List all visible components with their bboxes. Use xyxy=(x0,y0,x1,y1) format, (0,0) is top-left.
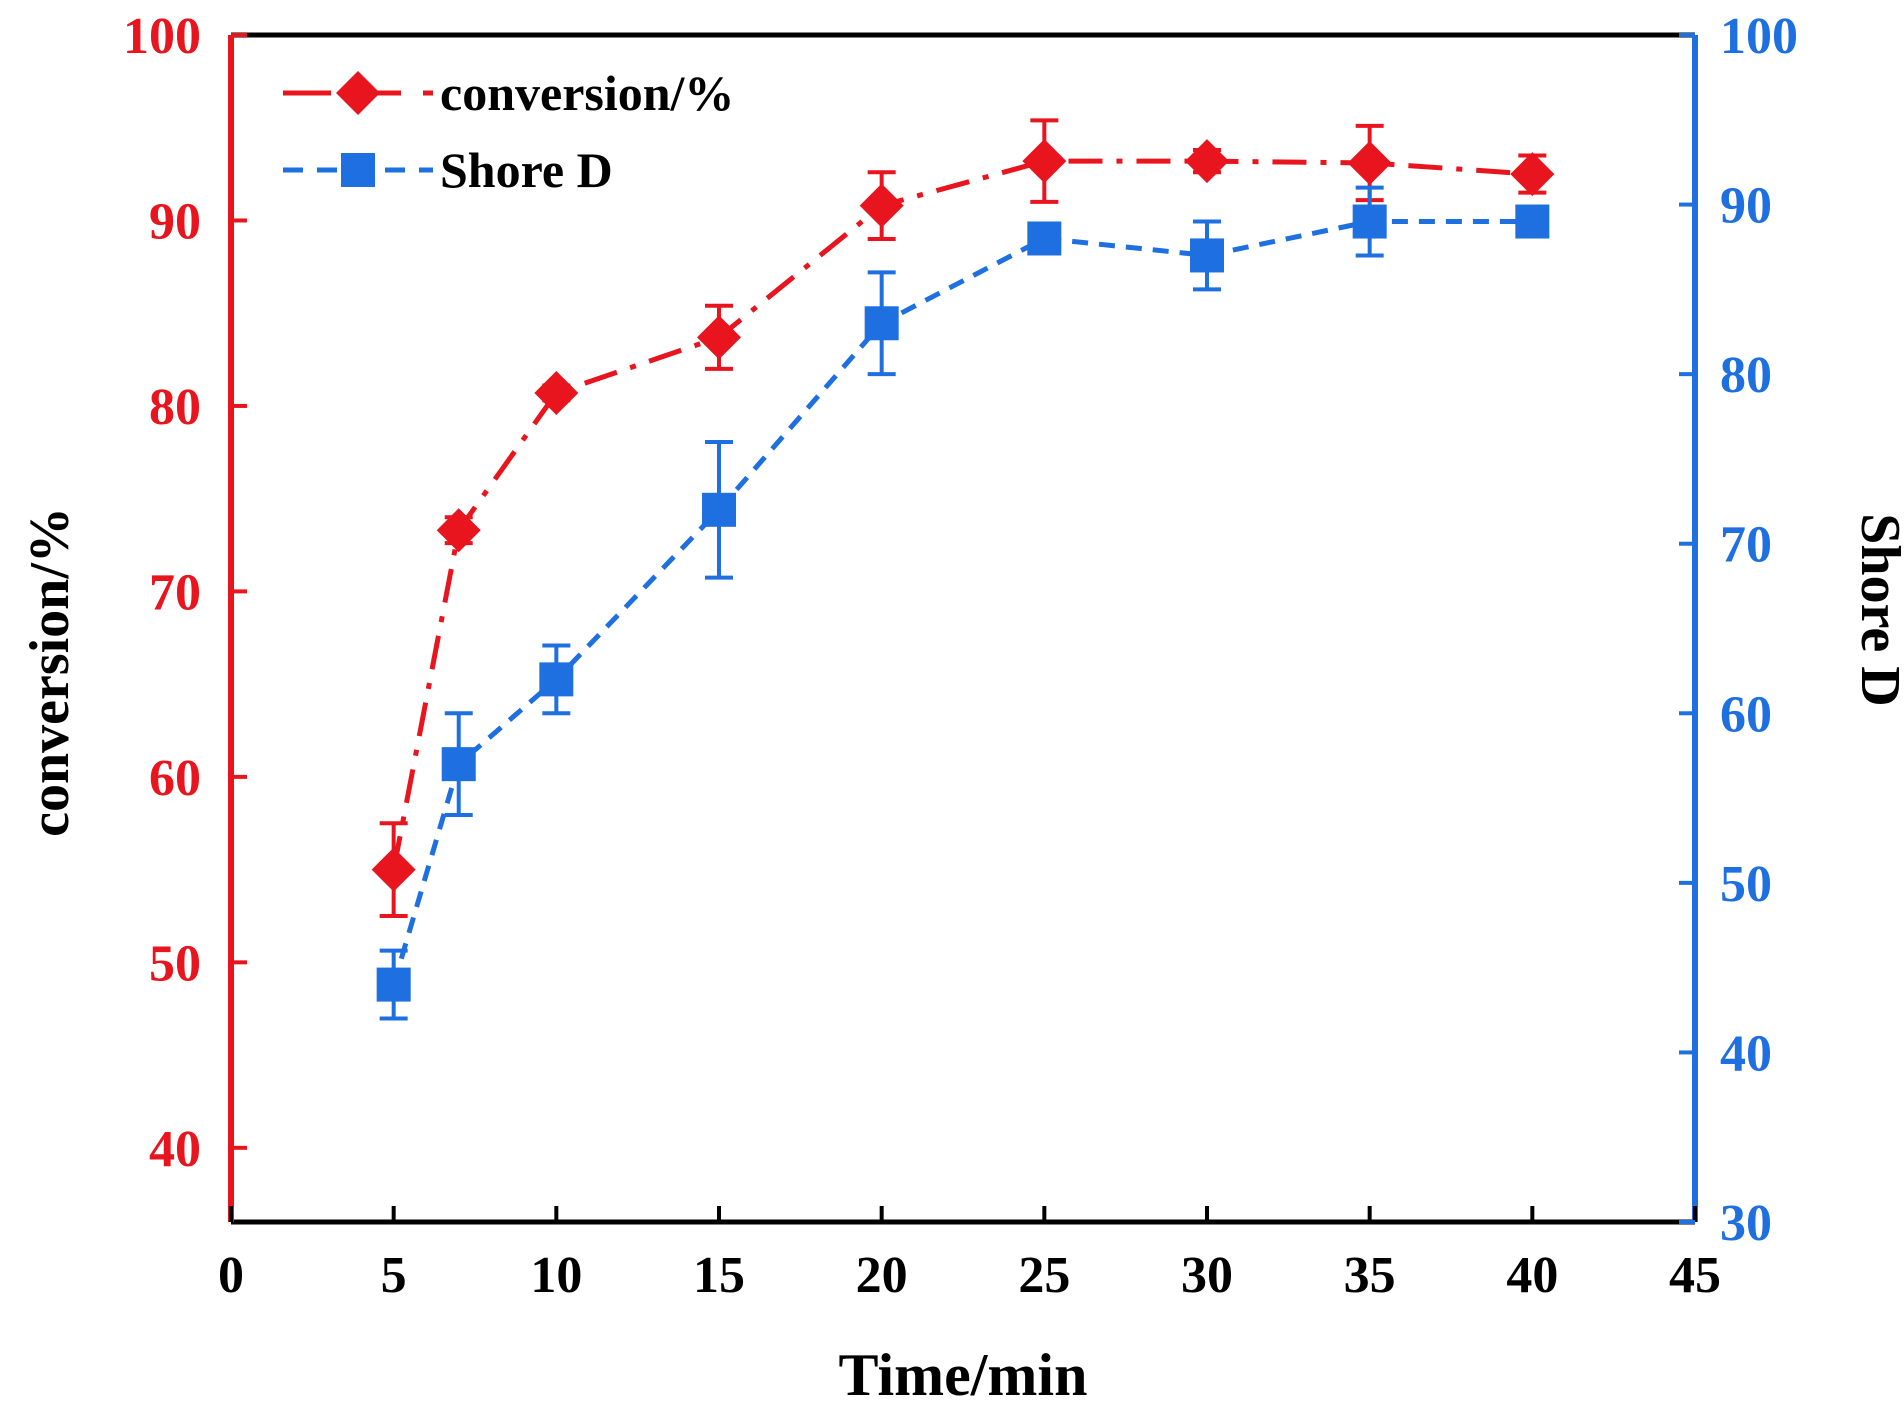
y-right-tick-label: 80 xyxy=(1720,347,1772,404)
data-point xyxy=(1510,152,1555,197)
y-left-tick-label: 80 xyxy=(149,379,201,436)
data-point xyxy=(441,747,476,782)
data-point xyxy=(371,847,416,892)
x-tick-label: 0 xyxy=(218,1247,244,1304)
x-tick-label: 35 xyxy=(1344,1247,1396,1304)
data-point xyxy=(1022,139,1067,184)
legend-marker xyxy=(336,71,380,115)
x-tick-label: 15 xyxy=(693,1247,745,1304)
y-left-tick-label: 50 xyxy=(149,935,201,992)
y-axis-title-left: conversion/% xyxy=(19,507,81,837)
data-point xyxy=(534,370,579,415)
legend-item: Shore D xyxy=(283,142,613,198)
x-axis-title: Time/min xyxy=(839,1342,1088,1408)
y-right-tick-label: 90 xyxy=(1720,178,1772,235)
data-point xyxy=(539,662,574,697)
data-point xyxy=(702,492,736,527)
y-left-tick-label: 90 xyxy=(149,193,201,250)
data-point xyxy=(859,183,904,228)
data-point xyxy=(1347,140,1392,185)
legend-label: Shore D xyxy=(440,142,613,198)
x-tick-label: 30 xyxy=(1181,1247,1233,1304)
legend-label: conversion/% xyxy=(440,65,734,121)
data-point xyxy=(1352,204,1387,239)
x-tick-label: 5 xyxy=(381,1247,407,1304)
data-point xyxy=(864,306,899,341)
series-line xyxy=(391,219,1533,986)
legend: conversion/% Shore D xyxy=(283,65,734,198)
y-right-tick-label: 100 xyxy=(1720,8,1798,65)
series-shore-d xyxy=(376,185,1550,1021)
legend-marker xyxy=(341,153,375,187)
y-left-tick-label: 100 xyxy=(123,8,201,65)
data-point xyxy=(1515,204,1550,239)
y-right-tick-label: 40 xyxy=(1720,1025,1772,1082)
series xyxy=(371,118,1555,1021)
y-right-tick-label: 30 xyxy=(1720,1195,1772,1252)
y-left-tick-label: 70 xyxy=(149,564,201,621)
legend-item: conversion/% xyxy=(283,65,734,121)
x-tick-label: 10 xyxy=(530,1247,582,1304)
data-point xyxy=(1027,221,1062,256)
y-left-tick-label: 60 xyxy=(149,750,201,807)
plot-frame xyxy=(228,32,1698,1225)
x-tick-label: 20 xyxy=(856,1247,908,1304)
x-tick-label: 25 xyxy=(1018,1247,1070,1304)
data-point xyxy=(376,967,411,1002)
data-point xyxy=(1185,139,1229,184)
y-right-tick-label: 50 xyxy=(1720,856,1772,913)
series-conversion xyxy=(371,118,1555,918)
y-right-tick-label: 70 xyxy=(1720,517,1772,574)
data-point xyxy=(436,508,481,553)
series-line xyxy=(391,158,1533,871)
y-left-tick-label: 40 xyxy=(149,1121,201,1178)
axes: 0 5 10 15 20 25 30 35 40 45 40 50 60 70 80 90 100 30 40 50 6… xyxy=(123,8,1798,1304)
data-point xyxy=(697,315,741,360)
data-point xyxy=(1190,238,1224,273)
y-axis-title-right: Shore D xyxy=(1849,513,1904,706)
x-tick-label: 40 xyxy=(1506,1247,1558,1304)
x-tick-label: 45 xyxy=(1669,1247,1721,1304)
y-right-tick-label: 60 xyxy=(1720,686,1772,743)
